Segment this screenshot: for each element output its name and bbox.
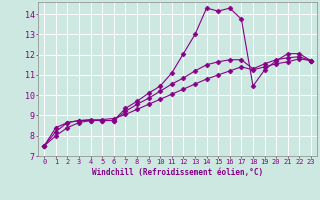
X-axis label: Windchill (Refroidissement éolien,°C): Windchill (Refroidissement éolien,°C) [92, 168, 263, 177]
